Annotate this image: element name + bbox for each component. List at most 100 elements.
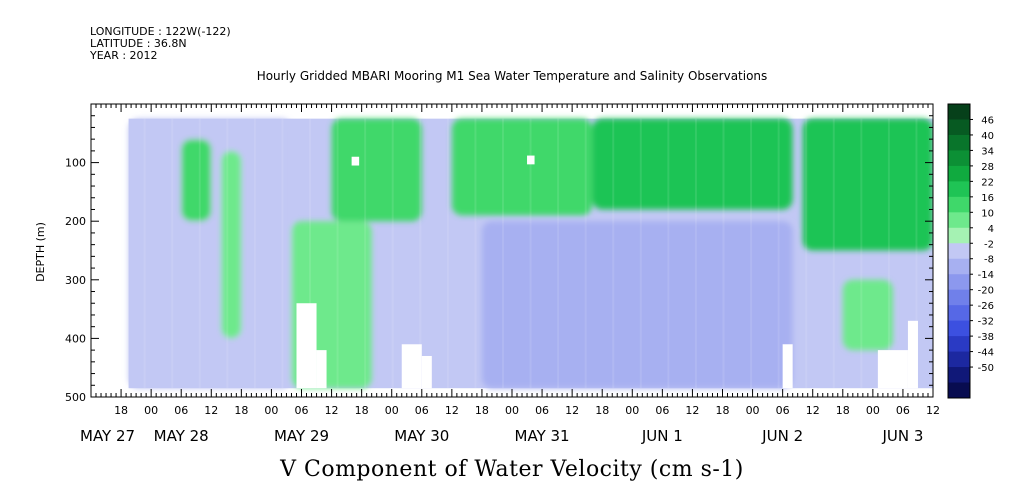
x-hour-label: 06 — [655, 404, 669, 417]
field-region — [331, 118, 422, 222]
y-axis: 100 200 300 400 500 — [65, 115, 933, 404]
field-region — [802, 118, 933, 251]
colorbar-swatch — [948, 274, 970, 291]
field-streak — [309, 118, 312, 389]
field-streak — [667, 118, 670, 389]
field-streak — [612, 118, 615, 389]
missing-region — [527, 155, 535, 165]
field-streak — [777, 118, 780, 389]
x-hour-label: 18 — [836, 404, 850, 417]
field-streak — [446, 118, 449, 389]
colorbar-label: 10 — [981, 208, 994, 219]
y-tick-label: 500 — [65, 391, 86, 404]
colorbar-swatch — [948, 351, 970, 368]
field-streak — [584, 118, 587, 389]
x-hour-label: 00 — [625, 404, 639, 417]
colorbar-label: -26 — [978, 301, 994, 312]
chart-title: Hourly Gridded MBARI Mooring M1 Sea Wate… — [257, 69, 768, 83]
field-streak — [281, 118, 284, 389]
field-streak — [171, 118, 174, 389]
field-region — [592, 118, 793, 210]
x-hour-label: 00 — [866, 404, 880, 417]
field-streak — [529, 118, 532, 389]
colorbar-label: 34 — [981, 146, 994, 157]
x-axis: 18 00 06 12 18 00 06 12 18 00 06 12 18 00 06 12 18 00 06 12… — [80, 104, 940, 445]
y-tick-label: 200 — [65, 215, 86, 228]
missing-region — [421, 355, 432, 389]
x-day-label: MAY 28 — [154, 427, 209, 445]
colorbar-label: -32 — [978, 317, 994, 328]
x-hour-label: 06 — [535, 404, 549, 417]
colorbar-label: -14 — [978, 270, 994, 281]
x-day-label: MAY 31 — [515, 427, 570, 445]
x-hour-label: 12 — [204, 404, 218, 417]
colorbar-swatch — [948, 104, 970, 120]
x-hour-label: 12 — [445, 404, 459, 417]
colorbar-swatch — [948, 150, 970, 167]
y-tick-label: 300 — [65, 274, 86, 287]
missing-region — [296, 303, 317, 389]
x-hour-label: 18 — [234, 404, 248, 417]
x-hour-label: 06 — [896, 404, 910, 417]
missing-data-areas — [296, 155, 918, 389]
x-hour-label: 06 — [415, 404, 429, 417]
x-day-label: JUN 2 — [761, 427, 803, 445]
x-hour-label: 06 — [174, 404, 188, 417]
y-tick-label: 400 — [65, 332, 86, 345]
missing-region — [401, 344, 422, 389]
colorbar-swatch — [948, 227, 970, 244]
colorbar-label: -50 — [978, 363, 994, 374]
x-hour-label: 06 — [295, 404, 309, 417]
colorbar-swatch — [948, 289, 970, 306]
colorbar-label: 4 — [988, 224, 994, 235]
colorbar-swatch — [948, 320, 970, 337]
x-hour-label: 00 — [505, 404, 519, 417]
field-streak — [639, 118, 642, 389]
colorbar-swatch — [948, 336, 970, 353]
x-hour-label: 18 — [595, 404, 609, 417]
latitude-label: LATITUDE : 36.8N — [90, 37, 187, 50]
x-hour-label: 12 — [806, 404, 820, 417]
x-day-label: JUN 3 — [881, 427, 923, 445]
field-streak — [391, 118, 394, 389]
x-hour-label: 18 — [475, 404, 489, 417]
field-streak — [501, 118, 504, 389]
colorbar-swatch — [948, 367, 970, 384]
field-streak — [860, 118, 863, 389]
missing-region — [907, 320, 918, 389]
field-streak — [419, 118, 422, 389]
variable-title: V Component of Water Velocity (cm s-1) — [279, 457, 744, 482]
x-hour-label: 12 — [685, 404, 699, 417]
x-day-label: MAY 29 — [274, 427, 329, 445]
field-streak — [832, 118, 835, 389]
x-hour-label: 00 — [144, 404, 158, 417]
colorbar-swatch — [948, 181, 970, 198]
field-region — [128, 118, 292, 389]
x-day-label: JUN 1 — [641, 427, 683, 445]
field-streak — [226, 118, 229, 389]
field-streak — [364, 118, 367, 389]
field-streak — [887, 118, 890, 389]
colorbar-swatch — [948, 305, 970, 322]
year-label: YEAR : 2012 — [89, 49, 158, 62]
field-streak — [557, 118, 560, 389]
field-streak — [474, 118, 477, 389]
colorbar: 46 40 34 28 22 16 10 4 -2 -8 -14 -20 -26 -32 -38 -44 -50 — [947, 103, 994, 399]
colorbar-label: -8 — [984, 255, 994, 266]
x-hour-label: 00 — [746, 404, 760, 417]
field-region — [181, 139, 212, 222]
field-streak — [253, 118, 256, 389]
x-hour-label: 12 — [565, 404, 579, 417]
colorbar-label: 40 — [981, 131, 994, 142]
colorbar-label: 22 — [981, 177, 994, 188]
colorbar-label: -44 — [978, 348, 994, 359]
colorbar-swatch — [948, 165, 970, 182]
x-day-label: MAY 30 — [394, 427, 449, 445]
x-hour-label: 06 — [776, 404, 790, 417]
colorbar-swatch — [948, 134, 970, 151]
missing-region — [351, 156, 360, 166]
missing-region — [877, 350, 908, 389]
x-day-label: MAY 27 — [80, 427, 135, 445]
colorbar-label: 46 — [981, 115, 994, 126]
